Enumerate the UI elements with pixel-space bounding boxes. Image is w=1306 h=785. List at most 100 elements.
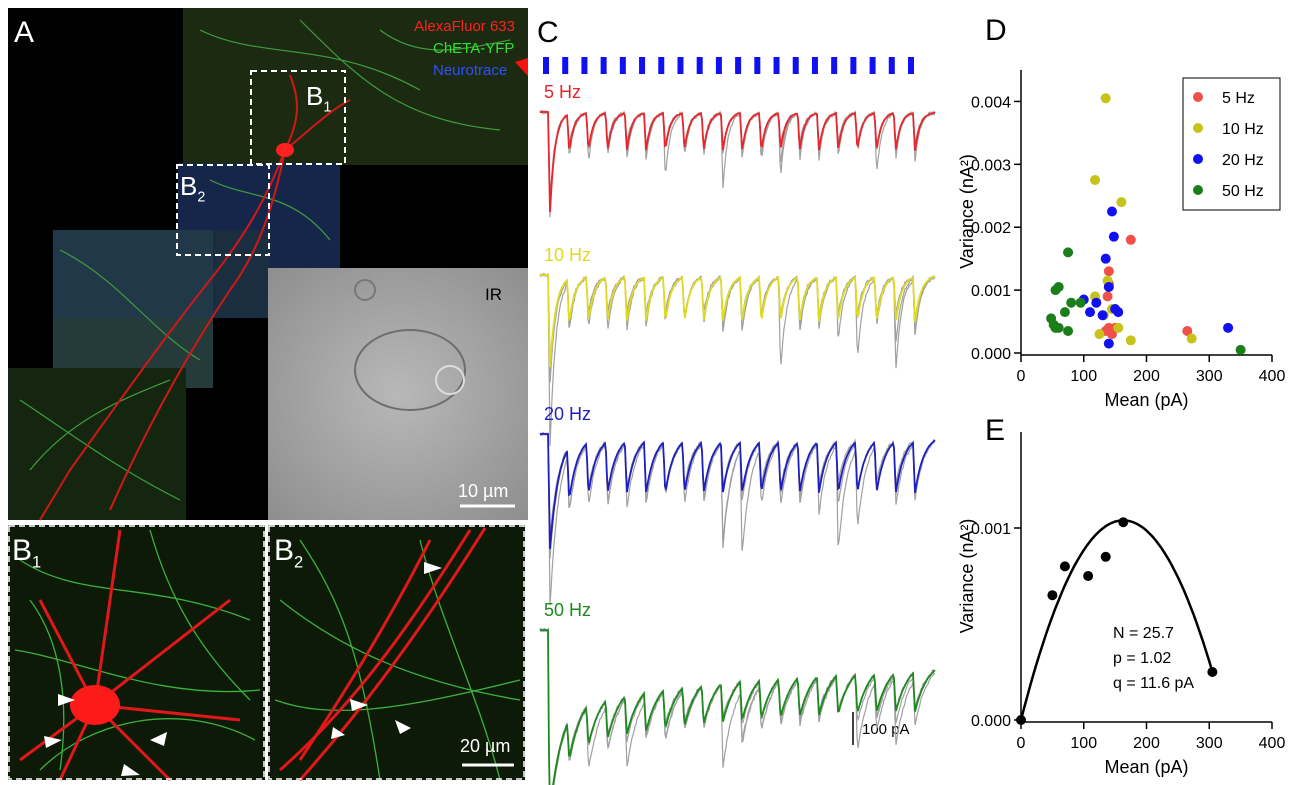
image-shape [8, 368, 186, 520]
data-point [1125, 234, 1136, 245]
legend-marker [1193, 185, 1203, 195]
data-point [1113, 322, 1124, 333]
scale-bar-label: 10 µm [458, 481, 508, 501]
panel-a-image [8, 8, 528, 521]
data-point [1103, 338, 1114, 349]
annotation: q = 11.6 pA [1113, 675, 1194, 692]
stimulus-pulse [581, 57, 588, 74]
image-shape [435, 365, 465, 395]
legend-marker [1193, 92, 1203, 102]
image-shape [276, 143, 294, 157]
image-shape [44, 736, 62, 748]
panel-label: B1 [306, 81, 331, 116]
stimulus-pulse [543, 57, 549, 74]
data-point [1108, 231, 1119, 242]
panel-b2-image [268, 525, 525, 781]
image-detail [274, 539, 521, 781]
data-point [1106, 206, 1117, 217]
legend-text: Neurotrace [433, 62, 507, 79]
stimulus-pulse [811, 57, 818, 74]
stimulus-pulse [639, 57, 646, 74]
image-shape [8, 525, 265, 780]
image-shape [354, 329, 466, 411]
x-tick-label: 0 [1017, 735, 1026, 752]
legend-label: 50 Hz [1222, 183, 1264, 200]
data-point [1063, 325, 1074, 336]
data-point [1125, 335, 1136, 346]
image-detail [14, 529, 261, 771]
panel-label: A [14, 16, 34, 49]
annotation: p = 1.02 [1113, 650, 1171, 667]
data-point [1207, 667, 1218, 677]
data-point [1100, 253, 1111, 264]
x-tick-label: 200 [1133, 735, 1160, 752]
stimulus-pulse [677, 57, 684, 74]
fit-curve [1019, 519, 1214, 721]
image-shape [150, 732, 167, 746]
data-point [1066, 297, 1077, 308]
y-tick-label: 0.001 [971, 521, 1011, 538]
label-main: B [274, 534, 294, 567]
image-detail [39, 74, 351, 521]
data-point [1047, 590, 1058, 601]
image-shape [268, 525, 525, 780]
data-point [1113, 307, 1124, 318]
panel-label: B1 [12, 534, 41, 572]
stimulus-pulse [908, 57, 914, 74]
label-main: B [306, 81, 323, 111]
data-point [1059, 307, 1070, 318]
legend-marker [1193, 123, 1203, 133]
x-tick-label: 0 [1017, 368, 1026, 385]
stimulus-pulse [600, 57, 607, 74]
data-point [1094, 329, 1105, 340]
stimulus-pulse [850, 57, 857, 74]
x-tick-label: 200 [1133, 368, 1160, 385]
image-shape [70, 685, 120, 725]
data-point [1100, 93, 1111, 104]
label-sub: 2 [294, 554, 303, 572]
trace-label: 10 Hz [544, 245, 591, 265]
y-tick-label: 0.004 [971, 94, 1011, 111]
panel-label: D [985, 14, 1007, 47]
panel-label: C [537, 16, 559, 49]
stimulus-pulse [792, 57, 799, 74]
label-sub: 2 [197, 190, 205, 206]
y-tick-label: 0.000 [971, 713, 1011, 730]
data-point [1050, 285, 1061, 296]
trace-label: 20 Hz [544, 404, 591, 424]
y-tick-label: 0.003 [971, 157, 1011, 174]
panel-c: C 100 pA 5 Hz 10 Hz 20 Hz 50 Hz [537, 16, 936, 785]
annotation: N = 25.7 [1113, 625, 1174, 642]
y-axis-label: Variance (nA²) [957, 154, 977, 269]
scale-bar-label: 20 µm [460, 736, 510, 756]
data-point [1103, 266, 1114, 277]
image-shape [395, 720, 411, 734]
stimulus-pulse [658, 57, 665, 74]
legend-label: 10 Hz [1222, 121, 1264, 138]
data-point [1118, 517, 1129, 528]
legend-text: ChETA-YFP [433, 40, 514, 57]
image-shape [176, 164, 270, 256]
x-tick-label: 100 [1070, 368, 1097, 385]
data-point [1102, 291, 1113, 302]
y-tick-label: 0.001 [971, 283, 1011, 300]
stimulus-pulse [869, 57, 876, 74]
legend-text: AlexaFluor 633 [414, 18, 515, 35]
data-point [1090, 175, 1101, 186]
data-point [1223, 322, 1234, 333]
stimulus-pulse [562, 57, 569, 74]
data-point [1059, 561, 1070, 572]
trace-mean [539, 432, 936, 549]
data-point [1100, 551, 1111, 562]
stimulus-pulse [831, 57, 838, 74]
trace-label: 50 Hz [544, 600, 591, 620]
legend-marker [1193, 154, 1203, 164]
panel-label: B2 [274, 534, 303, 572]
data-point [1182, 325, 1193, 336]
x-axis-label: Mean (pA) [1104, 390, 1188, 410]
panel-b1-image [8, 525, 265, 782]
trace-label: 5 Hz [544, 82, 581, 102]
data-point [1075, 297, 1086, 308]
stimulus-pulse [754, 57, 761, 74]
